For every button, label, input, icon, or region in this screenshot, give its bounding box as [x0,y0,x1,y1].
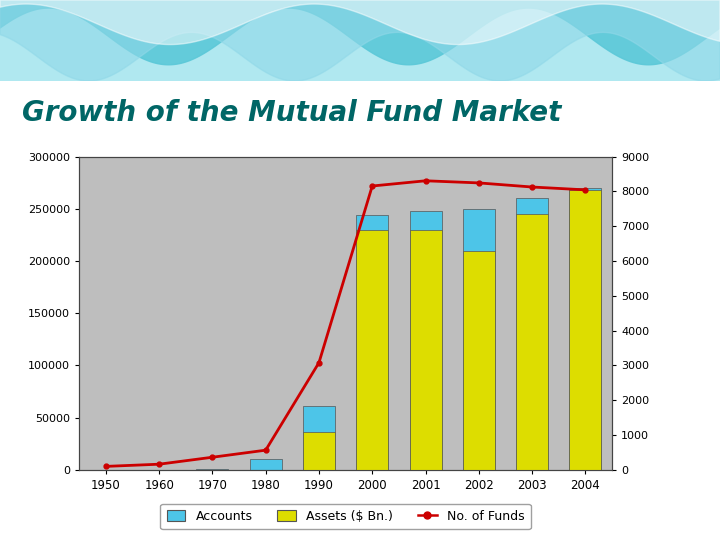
Legend: Accounts, Assets ($ Bn.), No. of Funds: Accounts, Assets ($ Bn.), No. of Funds [161,504,531,529]
Bar [356,230,388,470]
Bar [516,214,548,470]
Bar [463,251,495,470]
Bar [356,215,388,470]
Bar [410,230,441,470]
Text: Growth of the Mutual Fund Market: Growth of the Mutual Fund Market [22,99,561,127]
Bar [516,198,548,470]
Bar [463,209,495,470]
FancyBboxPatch shape [0,0,720,81]
Bar [303,406,335,470]
Bar [410,211,441,470]
Bar [250,460,282,470]
Bar [570,188,601,470]
Bar [570,190,601,470]
Bar [303,432,335,470]
